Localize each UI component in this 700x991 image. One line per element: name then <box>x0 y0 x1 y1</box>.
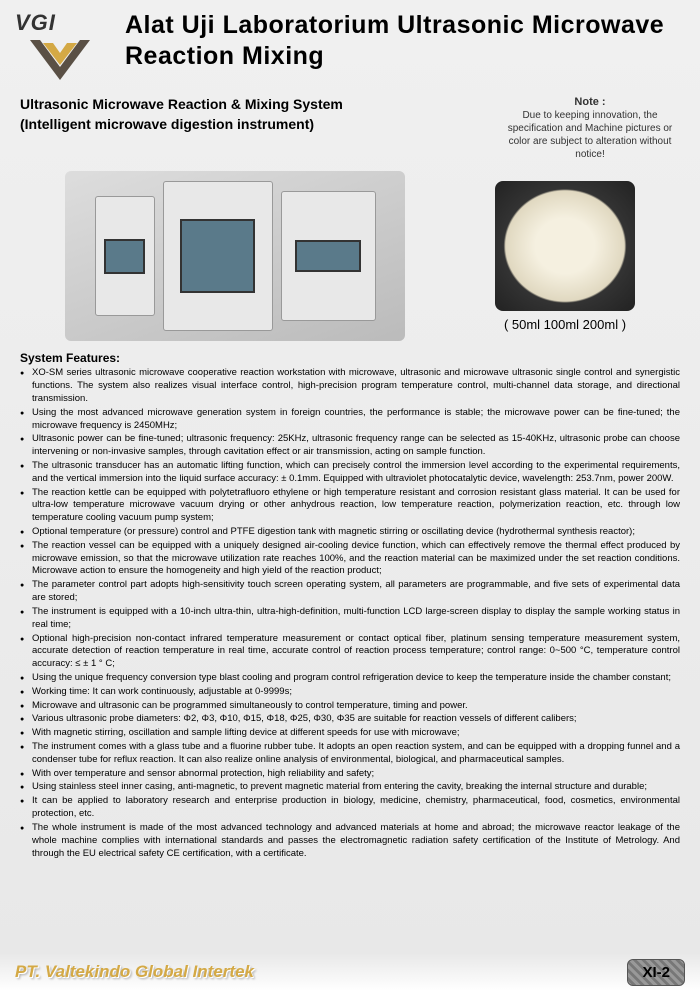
page-badge: XI-2 <box>627 959 685 986</box>
note-box: Note : Due to keeping innovation, the sp… <box>500 95 680 161</box>
vessel-caption: ( 50ml 100ml 200ml ) <box>495 317 635 332</box>
feature-item: Optional temperature (or pressure) contr… <box>24 526 680 539</box>
note-body: Due to keeping innovation, the specifica… <box>500 109 680 161</box>
equipment-image <box>65 171 405 341</box>
feature-item: It can be applied to laboratory research… <box>24 795 680 821</box>
logo: VGI <box>15 10 110 85</box>
features-list: XO-SM series ultrasonic microwave cooper… <box>0 365 700 860</box>
note-title: Note : <box>500 95 680 109</box>
subtitle-line2: (Intelligent microwave digestion instrum… <box>20 115 343 135</box>
feature-item: Using the most advanced microwave genera… <box>24 407 680 433</box>
feature-item: With magnetic stirring, oscillation and … <box>24 727 680 740</box>
feature-item: Using stainless steel inner casing, anti… <box>24 781 680 794</box>
feature-item: Various ultrasonic probe diameters: Φ2, … <box>24 713 680 726</box>
equipment-unit-right <box>281 191 376 321</box>
feature-item: With over temperature and sensor abnorma… <box>24 768 680 781</box>
feature-item: Using the unique frequency conversion ty… <box>24 672 680 685</box>
feature-item: The parameter control part adopts high-s… <box>24 579 680 605</box>
subtitle: Ultrasonic Microwave Reaction & Mixing S… <box>20 95 343 134</box>
feature-item: The ultrasonic transducer has an automat… <box>24 460 680 486</box>
subtitle-row: Ultrasonic Microwave Reaction & Mixing S… <box>0 90 700 161</box>
logo-chevron-icon <box>25 35 95 85</box>
image-row: ( 50ml 100ml 200ml ) <box>0 161 700 351</box>
vessel-block: ( 50ml 100ml 200ml ) <box>495 181 635 332</box>
feature-item: The reaction vessel can be equipped with… <box>24 540 680 578</box>
feature-item: The instrument is equipped with a 10-inc… <box>24 606 680 632</box>
subtitle-line1: Ultrasonic Microwave Reaction & Mixing S… <box>20 95 343 115</box>
company-name: PT. Valtekindo Global Intertek <box>15 962 254 982</box>
vessel-image <box>495 181 635 311</box>
feature-item: Ultrasonic power can be fine-tuned; ultr… <box>24 433 680 459</box>
feature-item: Working time: It can work continuously, … <box>24 686 680 699</box>
header-row: VGI Alat Uji Laboratorium Ultrasonic Mic… <box>0 0 700 90</box>
footer: PT. Valtekindo Global Intertek XI-2 <box>0 953 700 991</box>
logo-text: VGI <box>15 10 110 36</box>
equipment-unit-mid <box>163 181 273 331</box>
feature-item: XO-SM series ultrasonic microwave cooper… <box>24 367 680 405</box>
feature-item: The instrument comes with a glass tube a… <box>24 741 680 767</box>
feature-item: Microwave and ultrasonic can be programm… <box>24 700 680 713</box>
page-title: Alat Uji Laboratorium Ultrasonic Microwa… <box>125 10 685 73</box>
feature-item: Optional high-precision non-contact infr… <box>24 633 680 671</box>
features-heading: System Features: <box>0 351 700 365</box>
equipment-unit-left <box>95 196 155 316</box>
feature-item: The whole instrument is made of the most… <box>24 822 680 860</box>
feature-item: The reaction kettle can be equipped with… <box>24 487 680 525</box>
